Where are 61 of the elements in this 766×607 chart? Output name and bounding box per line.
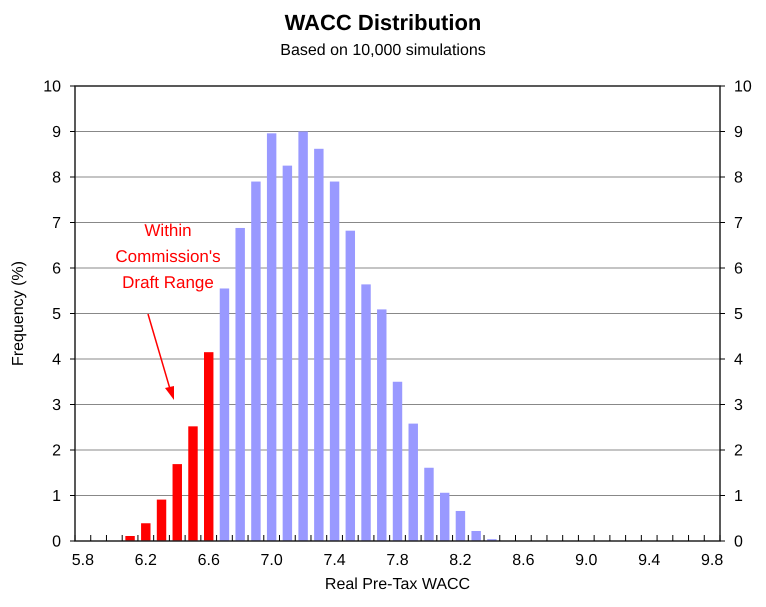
y-tick-label: 2 (52, 442, 62, 460)
bar (361, 284, 371, 541)
bar (235, 228, 245, 541)
bar (392, 382, 402, 541)
bar (456, 510, 466, 541)
bar (408, 424, 418, 541)
bar (251, 182, 261, 541)
bar (172, 464, 182, 541)
y-tick-label: 5 (52, 306, 62, 324)
x-tick-label: 6.6 (198, 552, 220, 569)
bar (125, 536, 135, 541)
bar (314, 148, 324, 541)
y-tick-label: 4 (52, 352, 62, 369)
chart-subtitle: Based on 10,000 simulations (280, 42, 486, 59)
y2-tick-label: 2 (734, 442, 743, 460)
x-tick-label: 9.8 (701, 552, 724, 569)
y-tick-label: 0 (52, 534, 62, 551)
bar (188, 426, 198, 541)
y2-tick-label: 4 (734, 352, 743, 369)
bar (220, 288, 230, 541)
bar (346, 230, 356, 541)
annotation: Within Commission's Draft Range (115, 221, 221, 292)
y2-tick-label: 10 (734, 78, 752, 96)
y-tick-label: 9 (52, 124, 62, 142)
bar (141, 523, 151, 541)
bar (440, 492, 450, 541)
x-tick-label: 8.6 (512, 552, 535, 569)
y-tick-label: 3 (52, 397, 62, 414)
x-tick-label: 9.0 (575, 552, 598, 569)
bar (377, 309, 386, 541)
y2-tick-label: 6 (734, 260, 743, 278)
y-tick-label: 6 (52, 260, 62, 278)
y2-tick-label: 8 (734, 170, 743, 187)
x-tick-label: 5.8 (72, 552, 94, 569)
y-tick-label: 8 (52, 170, 62, 187)
bar (424, 468, 434, 541)
y2-tick-label: 5 (734, 306, 743, 324)
y-tick-label: 7 (52, 215, 62, 232)
bar (471, 530, 481, 541)
y2-tick-label: 1 (734, 488, 743, 506)
bar (204, 352, 214, 541)
x-tick-label: 6.2 (134, 552, 158, 569)
bar (266, 133, 276, 541)
y-tick-label: 10 (43, 78, 62, 96)
y2-tick-label: 7 (734, 215, 743, 232)
chart-title: WACC Distribution (284, 10, 482, 35)
y-axis-title: Frequency (%) (10, 261, 27, 366)
bar (330, 182, 340, 541)
x-axis-title: Real Pre-Tax WACC (324, 576, 470, 593)
bar (298, 132, 308, 541)
x-tick-label: 7.4 (323, 552, 346, 569)
y2-tick-label: 9 (734, 124, 743, 142)
bar (156, 500, 166, 541)
x-tick-label: 7.8 (386, 552, 409, 569)
y2-tick-label: 0 (734, 534, 743, 551)
x-tick-label: 7.0 (260, 552, 283, 569)
x-tick-label: 9.4 (638, 552, 660, 569)
y2-tick-label: 3 (734, 397, 743, 414)
y-tick-label: 1 (52, 488, 62, 506)
x-tick-label: 8.2 (449, 552, 472, 569)
bar (282, 166, 292, 541)
